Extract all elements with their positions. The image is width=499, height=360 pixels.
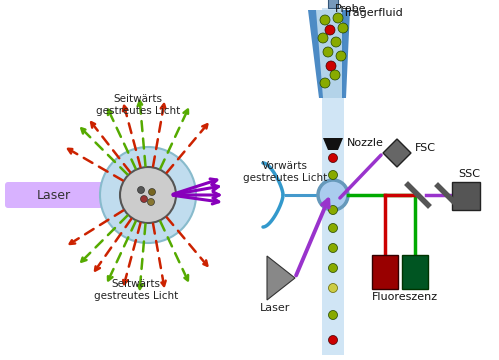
Polygon shape (267, 256, 295, 300)
Circle shape (320, 15, 330, 25)
Circle shape (120, 167, 176, 223)
Text: Seitwärts
gestreutes Licht: Seitwärts gestreutes Licht (96, 94, 180, 116)
Text: Trägerfluid: Trägerfluid (343, 8, 403, 18)
Text: Probe: Probe (335, 4, 366, 14)
Circle shape (331, 37, 341, 47)
Circle shape (318, 180, 348, 210)
FancyBboxPatch shape (328, 0, 338, 8)
Circle shape (320, 78, 330, 88)
Polygon shape (308, 10, 350, 98)
Circle shape (328, 336, 337, 345)
Circle shape (141, 195, 148, 202)
Circle shape (328, 264, 337, 273)
Text: Laser: Laser (36, 189, 71, 202)
Text: SSC: SSC (458, 169, 480, 179)
Text: Fluoreszenz: Fluoreszenz (372, 292, 438, 302)
Circle shape (326, 61, 336, 71)
Circle shape (325, 25, 335, 35)
Circle shape (328, 284, 337, 292)
Circle shape (338, 23, 348, 33)
Polygon shape (316, 10, 342, 98)
Text: Laser: Laser (260, 303, 290, 313)
Circle shape (328, 171, 337, 180)
Circle shape (323, 47, 333, 57)
Circle shape (330, 70, 340, 80)
Circle shape (336, 51, 346, 61)
Text: Vorwärts
gestreutes Licht: Vorwärts gestreutes Licht (243, 161, 327, 183)
FancyBboxPatch shape (372, 255, 398, 289)
Circle shape (328, 206, 337, 215)
FancyBboxPatch shape (322, 8, 344, 355)
Circle shape (333, 13, 343, 23)
Circle shape (328, 310, 337, 320)
Text: FSC: FSC (415, 143, 436, 153)
Circle shape (328, 153, 337, 162)
Text: Nozzle: Nozzle (347, 138, 384, 148)
FancyBboxPatch shape (5, 182, 131, 208)
Circle shape (328, 224, 337, 233)
Circle shape (318, 33, 328, 43)
Circle shape (100, 147, 196, 243)
Circle shape (148, 198, 155, 206)
Text: Seitwärts
gestreutes Licht: Seitwärts gestreutes Licht (94, 279, 178, 301)
Polygon shape (383, 139, 411, 167)
Circle shape (138, 186, 145, 194)
Polygon shape (323, 138, 343, 150)
FancyBboxPatch shape (402, 255, 428, 289)
FancyBboxPatch shape (452, 182, 480, 210)
Circle shape (149, 189, 156, 195)
Circle shape (328, 243, 337, 252)
